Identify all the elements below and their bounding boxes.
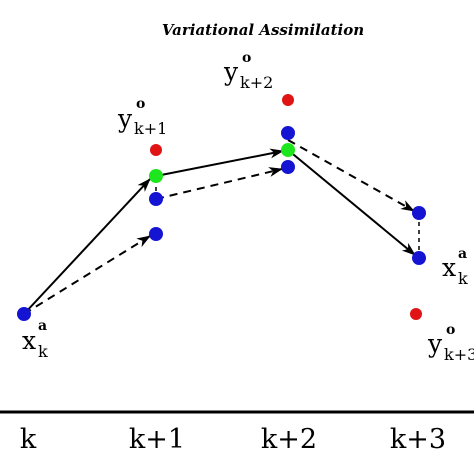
forecast-point-k3 [412,206,426,220]
forecast-point-k1 [149,192,163,206]
observation-point-k1 [150,144,162,156]
label-y1-base: y [117,104,133,133]
trajectory-dashed-segment-3 [287,139,415,212]
trajectory-dashed-segment-1 [23,235,151,315]
state-points [17,94,426,321]
forecast-point-k2-lower [281,160,295,174]
trajectory-solid-segment-2 [155,148,284,177]
observation-point-k3 [410,308,422,320]
label-xa-left-sub: k [38,342,48,361]
label-y1-sub: k+1 [134,119,167,138]
label-xa-right-sup: a [458,246,467,262]
analysis-point-k [17,307,31,321]
label-y2-sub: k+2 [240,73,273,92]
diagram-title: Variational Assimilation [162,21,364,39]
observation-point-k2 [282,94,294,106]
analysis-point-k3 [412,251,426,265]
trajectory-solid-segment-3 [287,149,416,256]
background-point-k1 [149,227,163,241]
time-label-k3: k+3 [390,424,446,455]
label-y2-sup: o [242,50,251,66]
observation-label-k1: y o k+1 [117,96,167,138]
label-y3-sub: k+3 [444,345,474,364]
label-xa-left-sup: a [38,318,47,334]
observation-label-k3: y o k+3 [427,322,474,364]
label-y2-base: y [223,57,239,86]
label-xa-right-base: x [442,253,456,282]
corrected-point-k2 [281,143,295,157]
trajectory-dashed-segment-2 [155,167,283,200]
forecast-point-k2-upper [281,126,295,140]
observation-label-k2: y o k+2 [223,50,273,92]
label-xa-left-base: x [22,326,36,355]
analysis-label-right: x a k [442,246,468,288]
analysis-label-left: x a k [22,318,48,361]
label-y3-sup: o [446,322,455,338]
trajectory-solid-segment-1 [23,178,151,315]
corrected-point-k1 [149,169,163,183]
label-y3-base: y [427,329,443,358]
label-xa-right-sub: k [458,269,468,288]
time-label-k: k [20,424,37,455]
label-y1-sup: o [136,96,145,112]
time-label-k2: k+2 [261,424,317,455]
time-label-k1: k+1 [129,424,185,455]
